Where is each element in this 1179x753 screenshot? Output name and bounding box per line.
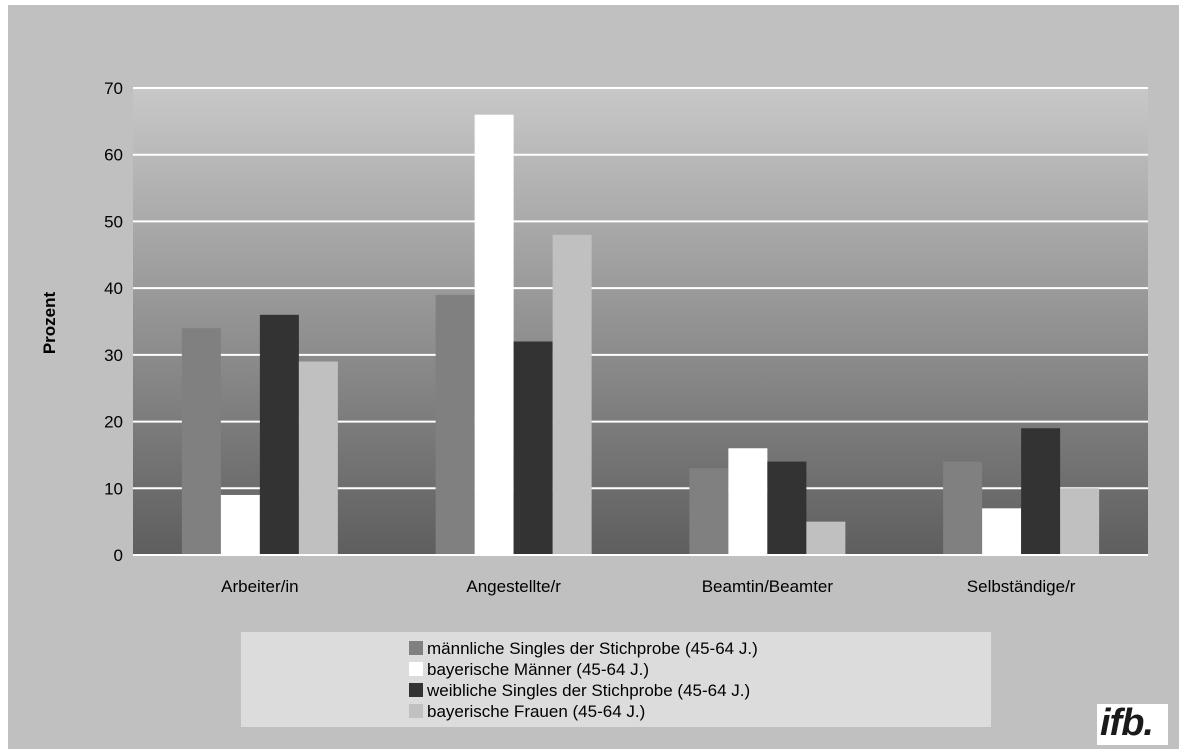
y-tick-label: 0 xyxy=(114,546,123,565)
y-tick-label: 20 xyxy=(104,413,123,432)
legend-label: bayerische Frauen (45-64 J.) xyxy=(427,702,646,721)
y-tick-label: 60 xyxy=(104,146,123,165)
bar-4-3 xyxy=(806,521,846,555)
logo-text: ifb. xyxy=(1100,702,1154,744)
bar-1-2 xyxy=(435,294,475,555)
bar-4-2 xyxy=(552,234,592,555)
legend-swatch xyxy=(409,641,423,655)
legend: männliche Singles der Stichprobe (45-64 … xyxy=(241,632,991,727)
x-tick-label: Arbeiter/in xyxy=(221,577,298,596)
y-tick-label: 10 xyxy=(104,479,123,498)
legend-swatch xyxy=(409,683,423,697)
bar-1-3 xyxy=(689,468,729,555)
bar-3-2 xyxy=(513,341,553,555)
bar-3-4 xyxy=(1021,428,1061,555)
y-tick-label: 50 xyxy=(104,212,123,231)
y-tick-label: 30 xyxy=(104,346,123,365)
bar-2-1 xyxy=(220,494,260,555)
bar-1-4 xyxy=(943,461,983,555)
bar-3-3 xyxy=(767,461,807,555)
legend-label: weibliche Singles der Stichprobe (45-64 … xyxy=(427,681,751,700)
legend-label: männliche Singles der Stichprobe (45-64 … xyxy=(427,639,758,658)
x-tick-label: Beamtin/Beamter xyxy=(702,577,834,596)
x-tick-labels: Arbeiter/in Angestellte/r Beamtin/Beamter S… xyxy=(221,577,1076,596)
y-tick-label: 40 xyxy=(104,279,123,298)
bars xyxy=(133,114,1148,556)
legend-item: bayerische Männer (45-64 J.) xyxy=(409,659,649,680)
bar-4-4 xyxy=(1060,488,1100,555)
legend-item: männliche Singles der Stichprobe (45-64 … xyxy=(409,638,758,659)
x-tick-label: Angestellte/r xyxy=(466,577,561,596)
legend-item: weibliche Singles der Stichprobe (45-64 … xyxy=(409,680,750,701)
legend-swatch xyxy=(409,662,423,676)
bar-chart: 0 10 20 30 40 50 60 70 Arbeiter/in Angestellte/r… xyxy=(40,79,1148,596)
y-tick-labels: 0 10 20 30 40 50 60 70 xyxy=(104,79,123,565)
y-tick-label: 70 xyxy=(104,79,123,98)
bar-2-4 xyxy=(982,508,1022,555)
bar-2-3 xyxy=(728,448,768,555)
chart-frame: 0 10 20 30 40 50 60 70 Arbeiter/in Angestellte/r… xyxy=(8,5,1179,749)
bar-4-1 xyxy=(298,361,338,555)
x-tick-label: Selbständige/r xyxy=(967,577,1076,596)
bar-1-1 xyxy=(181,328,221,555)
bar-3-1 xyxy=(259,314,299,555)
y-axis-title: Prozent xyxy=(40,291,59,354)
legend-label: bayerische Männer (45-64 J.) xyxy=(427,660,650,679)
ifb-logo: ifb. xyxy=(1097,702,1168,745)
legend-swatch xyxy=(409,704,423,718)
bar-2-2 xyxy=(474,114,514,555)
legend-item: bayerische Frauen (45-64 J.) xyxy=(409,701,645,722)
